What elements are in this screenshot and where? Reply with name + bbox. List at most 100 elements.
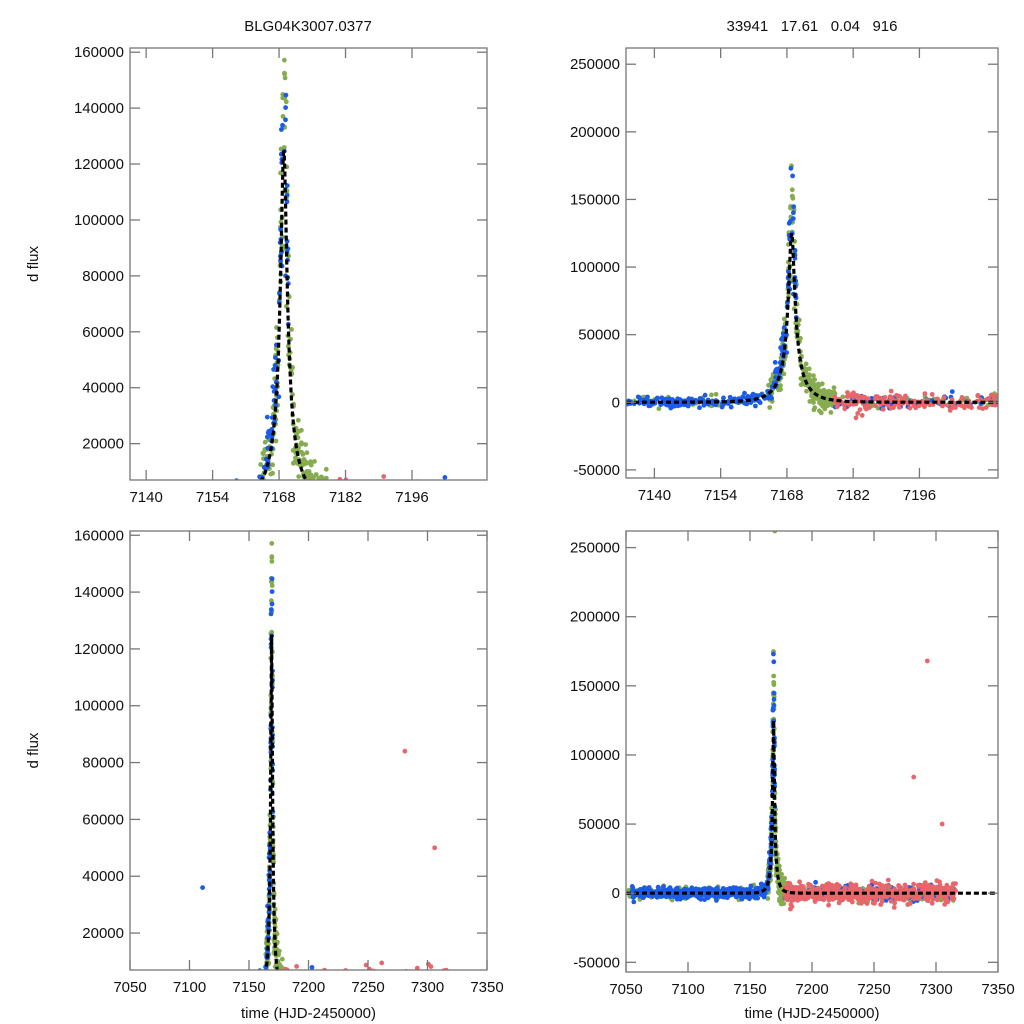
data-point xyxy=(264,973,269,978)
data-point xyxy=(341,972,346,977)
data-point xyxy=(160,509,165,514)
data-point xyxy=(344,999,349,1004)
data-point xyxy=(186,997,191,1002)
data-point xyxy=(896,401,902,406)
data-point xyxy=(185,998,190,1003)
data-point xyxy=(345,985,350,990)
data-point xyxy=(375,998,380,1003)
data-point xyxy=(148,510,153,515)
data-point xyxy=(222,985,227,990)
data-point xyxy=(277,976,282,981)
data-point xyxy=(206,481,211,486)
data-point xyxy=(403,981,408,986)
data-point xyxy=(289,999,294,1004)
data-point xyxy=(327,984,332,989)
data-point xyxy=(327,994,332,999)
data-point xyxy=(380,972,385,977)
data-point xyxy=(283,990,288,995)
series-blue xyxy=(160,92,448,514)
data-point xyxy=(302,482,307,487)
data-point xyxy=(149,993,154,998)
data-point xyxy=(221,995,226,1000)
data-point xyxy=(401,993,406,998)
data-point xyxy=(771,659,777,665)
data-point xyxy=(360,508,365,513)
data-point xyxy=(294,964,299,969)
data-point xyxy=(164,499,169,504)
data-point xyxy=(398,996,403,1001)
data-point xyxy=(173,498,178,503)
data-point xyxy=(405,994,410,999)
data-point xyxy=(329,992,334,997)
data-point xyxy=(811,400,816,405)
data-point xyxy=(381,509,386,514)
data-point xyxy=(277,983,282,988)
data-point xyxy=(333,984,338,989)
y-axis-title: d flux xyxy=(25,246,42,282)
data-point xyxy=(698,896,704,902)
data-point xyxy=(170,503,175,508)
data-point xyxy=(245,505,250,510)
data-point xyxy=(697,405,702,411)
data-point xyxy=(772,360,778,365)
data-point xyxy=(470,508,475,513)
data-point xyxy=(313,999,318,1004)
data-point xyxy=(315,491,320,496)
data-point xyxy=(374,972,379,977)
data-point xyxy=(330,971,335,976)
data-point xyxy=(333,984,338,989)
data-point xyxy=(378,972,383,977)
data-point xyxy=(161,989,166,994)
data-point xyxy=(400,991,405,996)
data-point xyxy=(162,979,167,984)
data-point xyxy=(412,1000,417,1005)
data-point xyxy=(326,993,331,998)
data-point xyxy=(262,971,267,976)
data-point xyxy=(323,466,329,472)
data-point xyxy=(284,974,289,979)
data-point xyxy=(277,996,282,1001)
data-point xyxy=(335,992,340,997)
model-curve xyxy=(264,634,279,970)
data-point xyxy=(393,986,398,991)
data-point xyxy=(280,980,285,985)
data-point xyxy=(166,984,171,989)
data-point xyxy=(282,994,287,999)
data-point xyxy=(162,995,167,1000)
data-point xyxy=(395,996,400,1001)
data-point xyxy=(635,394,641,400)
data-point xyxy=(848,400,854,406)
data-point xyxy=(442,1002,447,1007)
data-point xyxy=(309,498,314,503)
data-point xyxy=(831,389,837,395)
data-point xyxy=(280,987,285,992)
data-point xyxy=(669,897,675,903)
data-point xyxy=(296,998,301,1003)
data-point xyxy=(213,989,218,994)
data-point xyxy=(399,986,404,991)
data-point xyxy=(210,981,215,986)
data-point xyxy=(219,990,224,995)
data-point xyxy=(888,388,894,394)
data-point xyxy=(403,985,408,990)
data-point xyxy=(370,489,375,494)
data-point xyxy=(318,999,323,1004)
data-point xyxy=(149,989,154,994)
data-point xyxy=(150,989,155,994)
data-point xyxy=(324,486,329,491)
data-point xyxy=(308,462,314,468)
data-point xyxy=(268,611,274,617)
data-point xyxy=(156,989,161,994)
data-point xyxy=(385,979,390,984)
data-point xyxy=(387,988,392,993)
data-point xyxy=(276,989,281,994)
data-point xyxy=(416,997,421,1002)
data-point xyxy=(212,507,217,512)
data-point xyxy=(771,651,776,657)
data-point xyxy=(454,490,459,495)
data-point xyxy=(432,502,437,507)
data-point xyxy=(331,996,336,1001)
data-point xyxy=(278,989,283,994)
data-point xyxy=(163,987,168,992)
data-point xyxy=(300,495,305,500)
